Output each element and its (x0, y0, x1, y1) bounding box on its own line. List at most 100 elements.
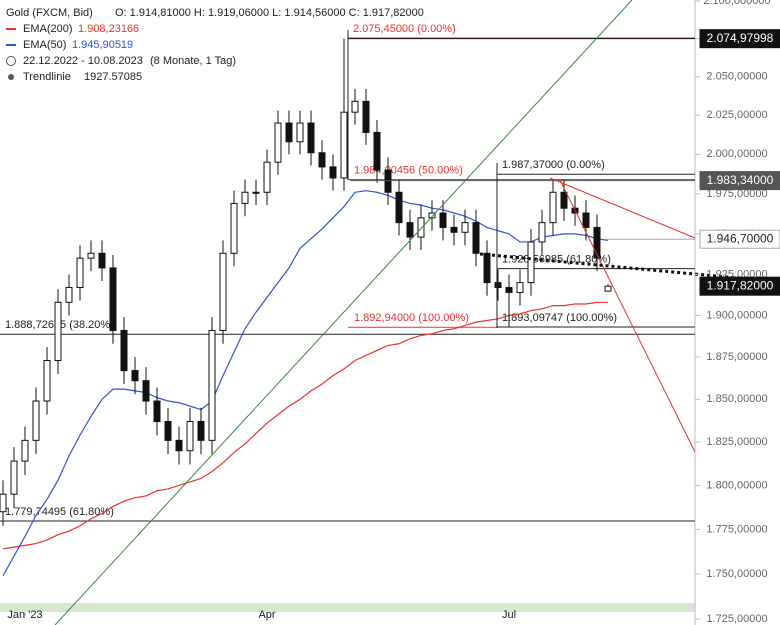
candle-body (461, 222, 469, 233)
plot: 2.075,45000 (0.00%) 1.987,37000 (0.00%) 1.… (0, 23, 695, 577)
price-box (699, 29, 780, 49)
candle-body (186, 420, 194, 452)
candle-body (307, 122, 315, 154)
y-tick-label: 2.025,00000 (706, 109, 767, 121)
price-box-label: 1.983,34000 (707, 173, 774, 187)
candle-body (593, 226, 601, 259)
legend-ema200: EMA(200) (23, 23, 73, 35)
legend-ohlc: O: 1.914,81000 H: 1.919,06000 L: 1.914,5… (115, 7, 424, 19)
y-tick-label: 1.900,00000 (706, 309, 767, 321)
legend-ema50: EMA(50) (23, 39, 66, 51)
level-label: 1.987,37000 (0.00%) (502, 159, 605, 171)
candle-body (32, 400, 40, 441)
date-range: 22.12.2022 - 10.08.2023 (23, 55, 143, 67)
candle-body (406, 222, 414, 238)
candle-body (65, 287, 73, 303)
candle-body (494, 282, 502, 289)
price-box (699, 229, 780, 249)
candle-body (21, 439, 29, 462)
trendline-name: Trendlinie (23, 71, 71, 83)
candle-body (98, 252, 106, 269)
candle-body (153, 400, 161, 422)
candle-body (54, 301, 62, 361)
duration: (8 Monate, 1 Tag) (150, 55, 236, 67)
candle-body (604, 285, 612, 292)
candle-body (131, 370, 139, 382)
ema-line (2, 301, 608, 550)
candle-body (384, 169, 392, 193)
x-tick-label: Apr (258, 609, 275, 621)
candle-body (516, 282, 524, 293)
candle-body (0, 493, 7, 513)
candle-body (582, 212, 590, 228)
y-tick-label: 1.825,00000 (706, 436, 767, 448)
price-box-label: 2.074,97998 (707, 31, 774, 45)
candle-body (142, 380, 150, 402)
candle-body (538, 222, 546, 243)
y-tick-label: 1.725,00000 (706, 613, 767, 625)
candle-body (428, 212, 436, 219)
clock-icon (6, 56, 16, 66)
trend-icon (8, 74, 14, 80)
candle-body (549, 191, 557, 224)
candle-body (197, 420, 205, 441)
y-tick-label: 2.000,00000 (706, 148, 767, 160)
trendline-value: 1927.57085 (84, 71, 142, 83)
level-label: 1.984,00456 (50.00%) (354, 164, 463, 176)
price-box (699, 276, 780, 296)
level-label: 1.892,94000 (100.00%) (354, 312, 469, 324)
legend-bg (0, 3, 240, 88)
y-tick-label: 1.850,00000 (706, 393, 767, 405)
x-tick-label: Jul (502, 609, 516, 621)
fan-line (559, 179, 696, 453)
y-tick-label: 1.875,00000 (706, 351, 767, 363)
price-box (699, 171, 780, 191)
candle-body (318, 152, 326, 168)
candle-body (340, 111, 348, 179)
candle-body (417, 217, 425, 238)
candle-body (505, 287, 513, 293)
legend-ema50-value: 1.945,90519 (72, 39, 133, 51)
price-box-label: 1.917,82000 (707, 278, 774, 292)
y-tick-label: 1.800,00000 (706, 479, 767, 491)
candle-body (483, 252, 491, 284)
candle-body (43, 359, 51, 402)
candle-body (263, 161, 271, 193)
candle-body (285, 122, 293, 143)
legend: Gold (FXCM, Bid) O: 1.914,81000 H: 1.919… (6, 7, 424, 83)
ema-line (2, 190, 609, 577)
candle-body (241, 191, 249, 204)
price-box-label: 1.946,70000 (707, 231, 774, 245)
trendline-green (54, 0, 633, 625)
level-label: 1.779,74495 (61.80%) (5, 506, 114, 518)
candle-body (395, 191, 403, 224)
candle-body (76, 257, 84, 289)
y-tick-label: 2.050,00000 (706, 71, 767, 83)
candle-body (450, 226, 458, 233)
candle-body (351, 100, 359, 113)
legend-series: Gold (FXCM, Bid) (6, 7, 93, 19)
candle-body (230, 202, 238, 254)
level-label: 2.075,45000 (0.00%) (353, 23, 456, 35)
y-axis: 2.100,0000002.075,000002.050,000002.025,… (7, 0, 780, 625)
candle-body (362, 100, 370, 133)
y-tick-label: 1.775,00000 (706, 523, 767, 535)
candle-body (252, 191, 260, 194)
date-band (0, 603, 695, 612)
level-label: 1.893,09747 (100.00%) (502, 312, 617, 324)
candle-body (164, 420, 172, 441)
candle-body (373, 131, 381, 171)
x-tick-label: Jan '23 (7, 609, 42, 621)
candle-body (10, 460, 18, 495)
candle-body (175, 439, 183, 452)
candle-body (439, 212, 447, 228)
candle-body (274, 122, 282, 163)
candle-body (527, 241, 535, 284)
y-tick-label: 1.975,00000 (706, 188, 767, 200)
candle-body (208, 329, 216, 441)
candle-body (219, 252, 227, 331)
candle-body (87, 252, 95, 259)
candle-body (296, 122, 304, 143)
candle-body (120, 329, 128, 372)
